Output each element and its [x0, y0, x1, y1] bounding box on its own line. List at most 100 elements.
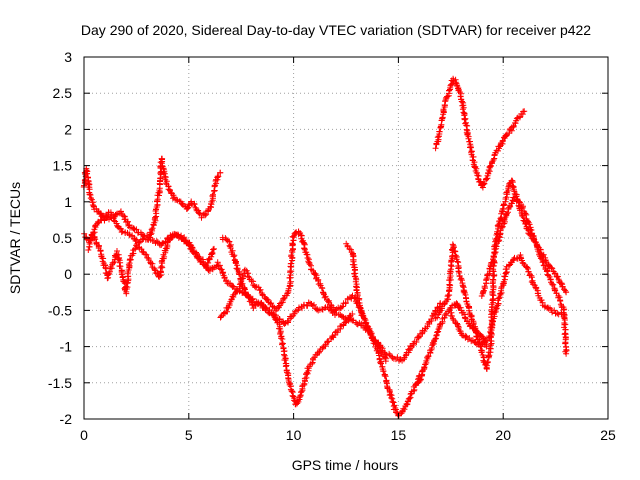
data-point	[380, 368, 387, 375]
x-tick-label: 5	[185, 427, 193, 443]
data-point	[277, 300, 283, 307]
series-trace-2	[80, 155, 224, 241]
series-trace-11	[478, 194, 570, 357]
data-point	[562, 340, 569, 347]
data-point	[316, 349, 322, 356]
data-point	[497, 290, 504, 297]
data-point	[210, 191, 216, 198]
data-point	[202, 212, 209, 219]
data-point	[449, 241, 456, 248]
data-point	[538, 297, 545, 304]
data-point	[422, 361, 429, 368]
data-point	[527, 226, 534, 233]
y-tick-label: -1	[60, 339, 73, 355]
data-point	[210, 246, 217, 253]
data-point	[508, 200, 515, 207]
data-point	[548, 264, 555, 271]
data-point	[460, 283, 466, 290]
data-point	[350, 258, 357, 265]
data-point	[480, 288, 487, 295]
data-point	[388, 394, 395, 401]
series-trace-8	[432, 75, 528, 191]
data-point	[236, 271, 243, 278]
data-point	[452, 248, 459, 255]
data-point	[123, 288, 130, 295]
y-tick-label: 0.5	[53, 230, 73, 246]
data-point	[413, 339, 420, 345]
data-point	[192, 204, 199, 211]
y-tick-label: -2	[60, 411, 73, 427]
data-point	[281, 351, 287, 358]
data-point	[406, 395, 413, 402]
data-point	[304, 255, 311, 261]
data-point	[432, 336, 439, 342]
data-point	[466, 335, 473, 341]
data-point	[282, 363, 289, 370]
data-point	[490, 256, 496, 263]
data-point	[148, 226, 155, 233]
series-trace-10	[447, 252, 567, 348]
data-point	[127, 256, 133, 263]
data-point	[483, 343, 490, 350]
data-point	[311, 354, 318, 361]
data-point	[442, 312, 449, 318]
data-point	[293, 307, 300, 314]
data-point	[361, 315, 368, 322]
data-point	[262, 305, 269, 312]
y-axis-label: SDTVAR / TECUs	[7, 182, 23, 294]
data-point	[284, 290, 291, 297]
data-point	[92, 236, 99, 243]
data-point	[490, 156, 497, 163]
x-tick-label: 20	[495, 427, 511, 443]
data-point	[497, 215, 504, 222]
y-tick-label: 1.5	[53, 158, 73, 174]
data-point	[366, 325, 373, 332]
data-point	[484, 358, 491, 365]
data-point	[85, 247, 92, 253]
data-point	[551, 307, 558, 314]
data-point	[224, 308, 230, 315]
data-point	[486, 345, 493, 352]
data-point	[325, 298, 332, 305]
x-tick-label: 0	[80, 427, 88, 443]
data-point	[559, 283, 566, 290]
data-point	[454, 320, 460, 327]
data-point	[527, 227, 534, 234]
data-point	[83, 170, 90, 177]
data-point	[211, 245, 217, 252]
data-point	[171, 232, 178, 239]
data-point	[489, 318, 496, 325]
data-point	[102, 264, 109, 271]
data-point	[195, 255, 202, 262]
data-point	[539, 259, 546, 266]
x-axis-ticks: 0 5 10 15 20 25	[80, 57, 616, 443]
data-point	[347, 246, 354, 253]
data-point	[479, 340, 486, 347]
data-point	[117, 263, 124, 270]
data-point	[455, 323, 461, 330]
series-trace-7	[415, 300, 490, 386]
data-point	[151, 266, 158, 273]
data-point	[463, 333, 470, 340]
data-point	[157, 159, 164, 166]
data-point	[342, 299, 349, 306]
data-point	[168, 234, 175, 241]
data-point	[464, 336, 471, 343]
data-point	[319, 285, 326, 292]
data-point	[149, 225, 156, 232]
data-point	[495, 300, 502, 307]
data-point	[468, 144, 474, 151]
data-point	[563, 289, 570, 296]
data-point	[474, 172, 481, 179]
data-point	[457, 304, 464, 311]
data-point	[298, 232, 305, 239]
series-trace-3	[85, 231, 217, 297]
data-point	[118, 208, 124, 215]
data-point	[404, 398, 411, 405]
data-point	[306, 261, 313, 268]
data-point	[332, 307, 339, 314]
data-point	[209, 249, 216, 256]
data-point	[288, 387, 295, 394]
data-point	[462, 314, 468, 321]
data-point	[230, 253, 237, 260]
